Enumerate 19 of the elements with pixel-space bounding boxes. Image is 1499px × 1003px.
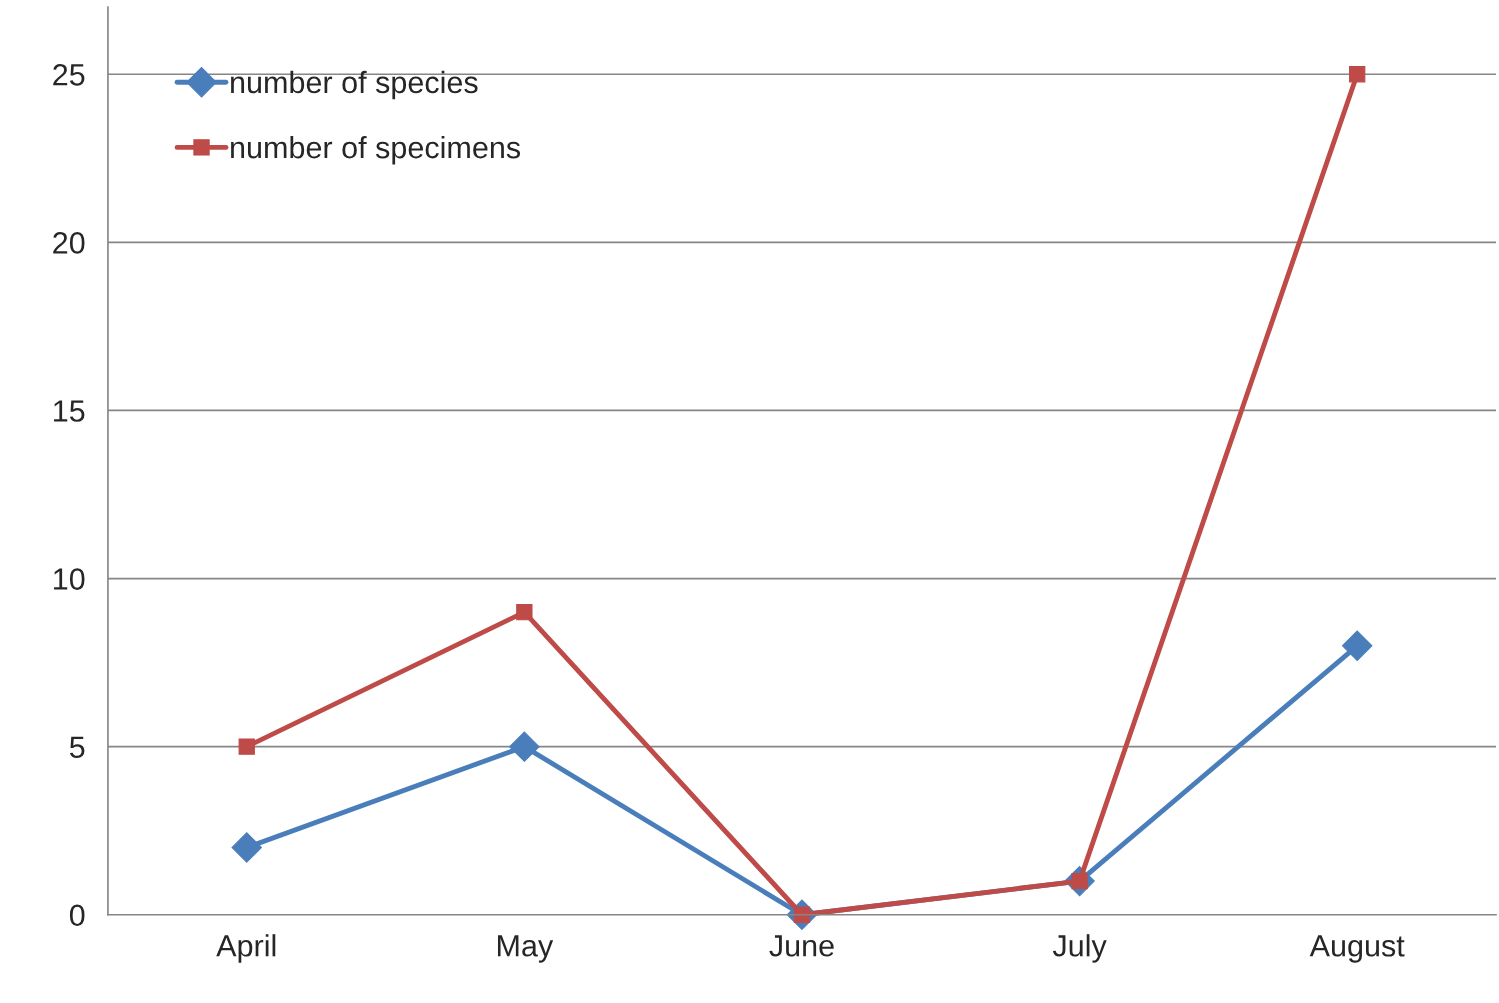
x-tick-label: July <box>1052 934 1107 963</box>
y-tick-label: 20 <box>53 232 85 254</box>
y-tick-label: 0 <box>69 904 85 927</box>
y-tick-label: 10 <box>54 568 85 590</box>
x-tick-label: May <box>498 935 554 963</box>
point <box>1349 66 1366 83</box>
y-tick-label: 25 <box>53 63 85 86</box>
x-tick-label: April <box>216 934 276 963</box>
legend-label: number of specimens <box>231 135 521 165</box>
point <box>1341 630 1373 662</box>
point <box>231 832 262 863</box>
point <box>238 738 255 755</box>
point <box>516 604 533 621</box>
point <box>509 731 540 762</box>
x-tick-label: June <box>769 935 834 957</box>
y-tick-label: 5 <box>69 736 85 759</box>
y-tick-label: 15 <box>54 400 85 422</box>
x-tick-label: August <box>1309 935 1405 963</box>
legend-label: number of species <box>231 70 478 100</box>
